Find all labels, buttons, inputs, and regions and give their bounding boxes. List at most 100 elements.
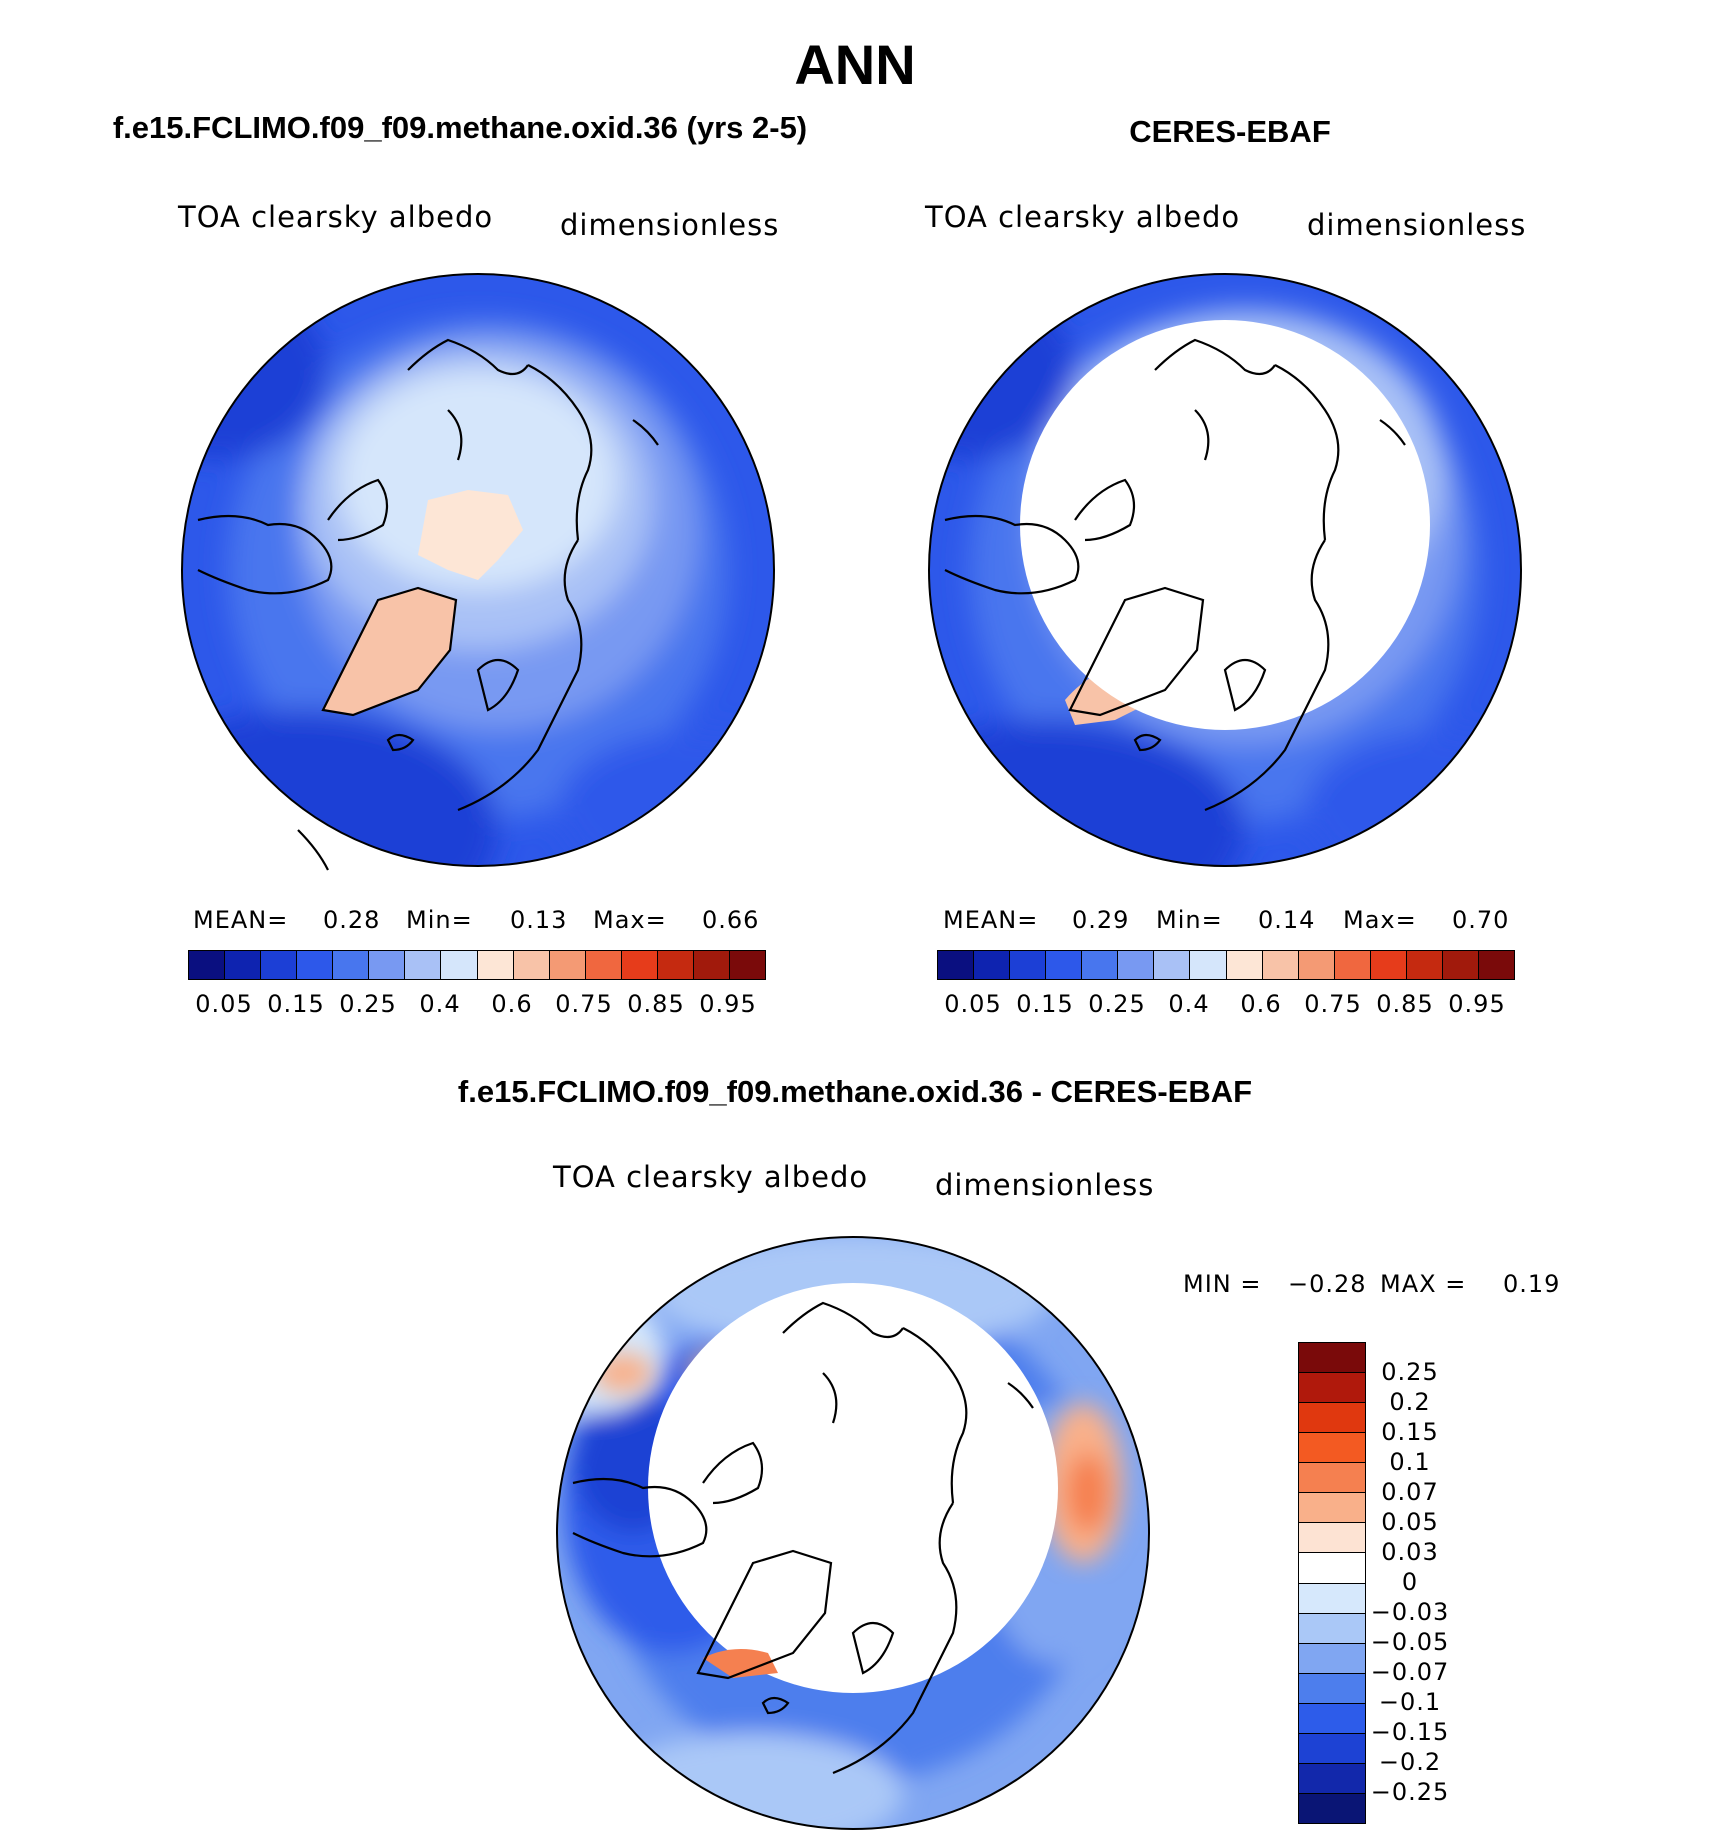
colorbar-tick-label: −0.1: [1378, 1688, 1442, 1716]
colorbar-swatch: [1478, 951, 1514, 979]
diff-min-label: MIN =: [1183, 1270, 1262, 1298]
colorbar-swatch: [1299, 1433, 1365, 1464]
colorbar-swatch: [657, 951, 694, 979]
colorbar-tick-label: −0.25: [1370, 1778, 1450, 1806]
colorbar-tick-label: −0.05: [1370, 1628, 1450, 1656]
diff-min-value: −0.28: [1288, 1270, 1367, 1298]
diff-max-label: MAX =: [1380, 1270, 1467, 1298]
panel2-variable: TOA clearsky albedo: [925, 200, 1241, 234]
colorbar-swatch: [729, 951, 765, 979]
diff-max-value: 0.19: [1503, 1270, 1561, 1298]
panel2-min-value: 0.14: [1258, 906, 1316, 934]
colorbar-swatch: [441, 951, 478, 979]
panel2-colorbar-labels: 0.05 0.15 0.25 0.4 0.6 0.75 0.85 0.95: [937, 990, 1513, 1020]
panel2-albedo-field: [929, 274, 1521, 866]
panel1-max-value: 0.66: [702, 906, 760, 934]
colorbar-swatch: [1298, 951, 1335, 979]
colorbar-tick-label: 0.85: [1376, 990, 1434, 1018]
colorbar-tick-label: 0.15: [1381, 1418, 1439, 1446]
panel2-colorbar: [937, 950, 1515, 980]
colorbar-tick-label: 0.15: [1016, 990, 1074, 1018]
colorbar-tick-label: 0.95: [1448, 990, 1506, 1018]
colorbar-swatch: [1299, 1373, 1365, 1404]
panel2-mean-value: 0.29: [1072, 906, 1130, 934]
colorbar-swatch: [225, 951, 262, 979]
panel1-units: dimensionless: [560, 208, 780, 242]
colorbar-swatch: [1154, 951, 1191, 979]
colorbar-swatch: [1299, 1673, 1365, 1704]
colorbar-swatch: [1299, 1763, 1365, 1794]
colorbar-swatch: [1299, 1343, 1365, 1374]
colorbar-swatch: [405, 951, 442, 979]
colorbar-swatch: [1299, 1493, 1365, 1524]
diff-field: [557, 1237, 1149, 1829]
colorbar-tick-label: 0.95: [699, 990, 757, 1018]
panel1-polar-map: [181, 273, 775, 871]
colorbar-swatch: [297, 951, 334, 979]
panel1-mean-label: MEAN=: [193, 906, 289, 934]
panel2-min-label: Min=: [1156, 906, 1223, 934]
colorbar-tick-label: 0.15: [267, 990, 325, 1018]
colorbar-swatch: [938, 951, 975, 979]
colorbar-swatch: [1299, 1703, 1365, 1734]
colorbar-swatch: [1299, 1463, 1365, 1494]
colorbar-tick-label: 0: [1401, 1568, 1419, 1596]
colorbar-swatch: [1262, 951, 1299, 979]
colorbar-tick-label: −0.03: [1370, 1598, 1450, 1626]
panel1-albedo-field: [182, 274, 774, 866]
panel1-mean-value: 0.28: [323, 906, 381, 934]
colorbar-swatch: [1010, 951, 1047, 979]
colorbar-tick-label: 0.07: [1381, 1478, 1439, 1506]
colorbar-swatch: [333, 951, 370, 979]
colorbar-swatch: [549, 951, 586, 979]
colorbar-swatch: [261, 951, 298, 979]
colorbar-tick-label: 0.75: [1304, 990, 1362, 1018]
panel2-polar-map: [928, 273, 1522, 867]
colorbar-tick-label: 0.05: [195, 990, 253, 1018]
colorbar-tick-label: 0.2: [1389, 1388, 1431, 1416]
diff-coastlines: [572, 1301, 1034, 1775]
panel1-max-label: Max=: [593, 906, 667, 934]
colorbar-swatch: [1299, 1793, 1365, 1823]
colorbar-swatch: [477, 951, 514, 979]
colorbar-swatch: [1299, 1583, 1365, 1614]
colorbar-swatch: [369, 951, 406, 979]
colorbar-swatch: [1334, 951, 1371, 979]
panel1-min-value: 0.13: [510, 906, 568, 934]
colorbar-tick-label: 0.05: [1381, 1508, 1439, 1536]
colorbar-tick-label: 0.05: [944, 990, 1002, 1018]
panel2-max-label: Max=: [1343, 906, 1417, 934]
colorbar-swatch: [621, 951, 658, 979]
colorbar-swatch: [1299, 1733, 1365, 1764]
panel1-title: f.e15.FCLIMO.f09_f09.methane.oxid.36 (yr…: [112, 110, 808, 145]
colorbar-tick-label: −0.2: [1378, 1748, 1442, 1776]
panel1-colorbar-labels: 0.05 0.15 0.25 0.4 0.6 0.75 0.85 0.95: [188, 990, 764, 1020]
panel1-coastlines: [197, 338, 659, 871]
panel2-mean-label: MEAN=: [943, 906, 1039, 934]
colorbar-swatch: [1299, 1643, 1365, 1674]
colorbar-tick-label: 0.4: [1168, 990, 1210, 1018]
diff-units: dimensionless: [935, 1168, 1155, 1202]
colorbar-swatch: [1046, 951, 1083, 979]
colorbar-tick-label: −0.07: [1370, 1658, 1450, 1686]
panel1-min-label: Min=: [406, 906, 473, 934]
colorbar-swatch: [1299, 1403, 1365, 1434]
colorbar-swatch: [1082, 951, 1119, 979]
colorbar-swatch: [585, 951, 622, 979]
main-title: ANN: [794, 33, 916, 96]
colorbar-tick-label: −0.15: [1370, 1718, 1450, 1746]
colorbar-tick-label: 0.75: [555, 990, 613, 1018]
colorbar-tick-label: 0.6: [491, 990, 533, 1018]
colorbar-swatch: [1190, 951, 1227, 979]
colorbar-swatch: [974, 951, 1011, 979]
panel2-coastlines: [944, 338, 1406, 812]
colorbar-tick-label: 0.6: [1240, 990, 1282, 1018]
colorbar-swatch: [1118, 951, 1155, 979]
panel2-units: dimensionless: [1307, 208, 1527, 242]
panel2-title: CERES-EBAF: [1129, 114, 1331, 149]
colorbar-swatch: [1226, 951, 1263, 979]
colorbar-tick-label: 0.4: [419, 990, 461, 1018]
colorbar-swatch: [513, 951, 550, 979]
panel1-variable: TOA clearsky albedo: [178, 200, 494, 234]
colorbar-swatch: [1299, 1613, 1365, 1644]
